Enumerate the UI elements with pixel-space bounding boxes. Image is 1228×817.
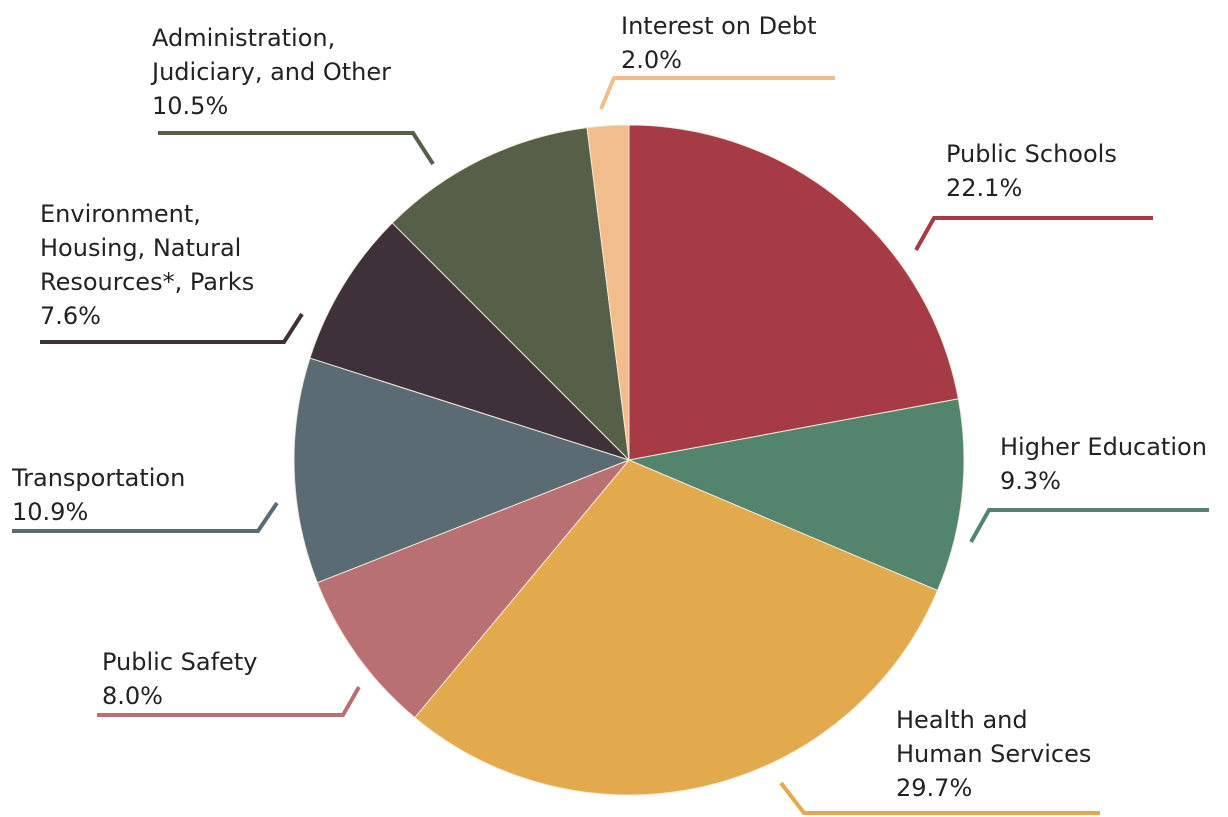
pie-slice [628,124,959,461]
slice-category-label: Transportation [11,464,185,492]
pie-slice [586,124,630,461]
slice-value-label: 9.3% [1000,467,1061,495]
pie-slice [293,357,631,584]
slice-label: Interest on Debt 2.0% [621,12,817,74]
leader-line [914,216,1153,251]
slice-category-label: Administration, [152,24,335,52]
slice-label: Higher Education 9.3% [1000,433,1207,495]
slice-category-label: Public Schools [946,140,1117,168]
slice-value-label: 10.9% [12,498,88,526]
slice-label: Public Schools 22.1% [946,140,1117,202]
slice-label: Health and Human Services 29.7% [896,706,1091,802]
slice-value-label: 2.0% [621,46,682,74]
slice-category-label: Interest on Debt [621,12,817,40]
pie-slice [414,459,939,796]
slice-label: Transportation 10.9% [11,464,185,526]
slice-category-label: Human Services [896,740,1091,768]
leader-line [97,686,361,717]
leader-line [40,312,304,344]
leader-line [969,508,1209,543]
slice-value-label: 8.0% [102,682,163,710]
slice-value-label: 22.1% [946,174,1022,202]
pie-slices [293,124,965,796]
pie-slice [309,222,630,461]
slice-category-label: Higher Education [1000,433,1207,461]
slice-labels: Public Schools 22.1%Higher Education 9.3%H… [11,12,1207,802]
slice-category-label: Resources*, Parks [40,268,254,296]
leader-lines [12,76,1209,815]
leader-line [599,76,835,110]
leader-line [158,131,435,166]
slice-category-label: Public Safety [102,648,257,676]
slice-category-label: Judiciary, and Other [150,58,391,86]
pie-slice [316,459,630,719]
slice-value-label: 10.5% [152,92,228,120]
pie-slice [391,127,630,462]
slice-category-label: Health and [896,706,1028,734]
slice-label: Public Safety 8.0% [102,648,257,710]
leader-line [12,501,279,533]
slice-category-label: Environment, [40,200,201,228]
slice-value-label: 7.6% [40,302,101,330]
slice-value-label: 29.7% [896,774,972,802]
pie-slice [627,398,965,592]
slice-category-label: Housing, Natural [40,234,241,262]
slice-label: Administration, Judiciary, and Other 10.5% [150,24,391,120]
slice-label: Environment, Housing, Natural Resources*, … [40,200,254,330]
leader-line [779,781,1100,815]
